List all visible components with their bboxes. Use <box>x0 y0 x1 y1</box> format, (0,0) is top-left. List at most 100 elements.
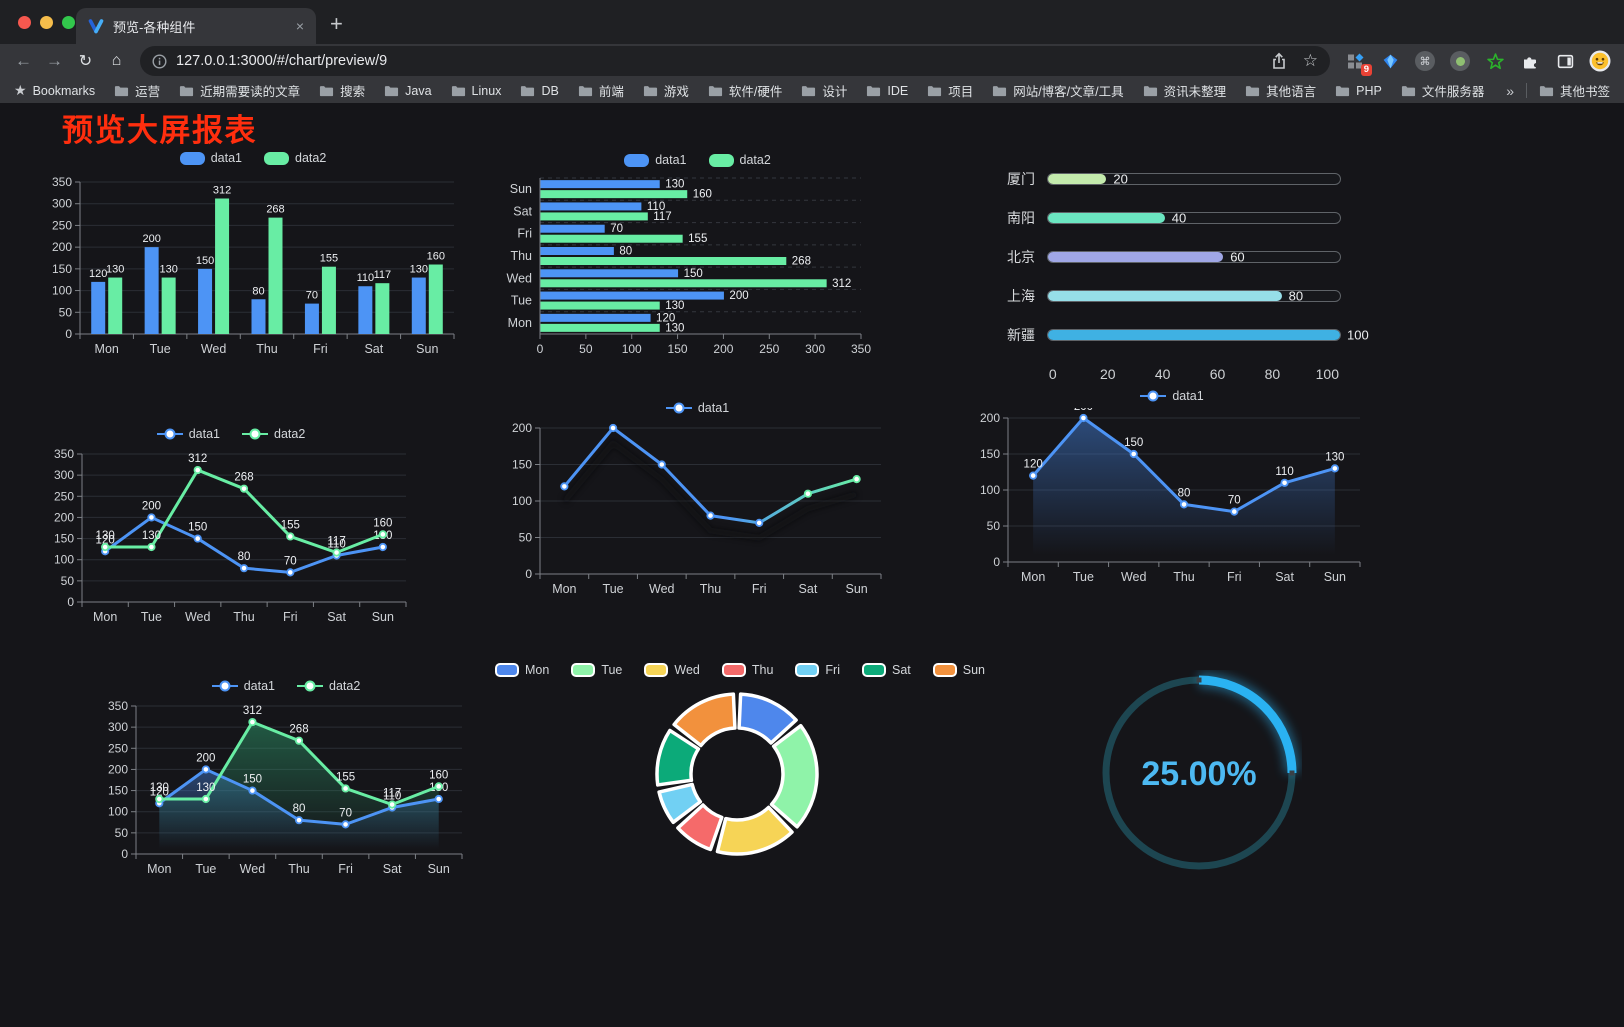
other-bookmarks-folder[interactable]: 其他书签 <box>1539 81 1610 100</box>
window-close-button[interactable] <box>18 16 31 29</box>
data-point-data1-Thu[interactable] <box>706 511 715 520</box>
legend-item-data2[interactable]: data2 <box>297 679 360 693</box>
forward-button[interactable]: → <box>46 51 63 70</box>
data-point-data2-Sun[interactable] <box>434 782 443 791</box>
chart-bar-vertical[interactable]: data1 data2 0 50 100 150 200 250 300 350 Mon Tue Wed… <box>38 148 468 366</box>
data-point-data1-Sat[interactable] <box>1280 478 1289 487</box>
data-point-data1-Sun[interactable] <box>378 542 387 552</box>
legend-item-Tue[interactable]: Tue <box>571 663 622 677</box>
data-point-data1-Sun[interactable] <box>1330 464 1339 473</box>
bar-data1-Thu[interactable] <box>251 299 266 334</box>
bar-chart-plot[interactable]: 0 50 100 150 200 250 300 350 Mon Tue Wed Thu Fri Sat S… <box>38 170 468 362</box>
profile-avatar[interactable] <box>1589 50 1611 72</box>
data-point-data2-Mon[interactable] <box>101 542 110 552</box>
data-point-data1-Tue[interactable] <box>147 513 156 522</box>
pie-slice-Wed[interactable] <box>715 805 794 856</box>
bookmark-folder[interactable]: 近期需要读的文章 <box>179 81 300 100</box>
data-point-data1-Sat[interactable] <box>803 489 813 498</box>
data-point-data1-Wed[interactable] <box>248 786 257 795</box>
bookmark-folder[interactable]: 运营 <box>114 81 160 100</box>
bookmark-folder[interactable]: 文件服务器 <box>1401 81 1484 100</box>
legend-item-Sun[interactable]: Sun <box>932 663 985 677</box>
progress-row-北京[interactable]: 北京 60 <box>995 237 1367 276</box>
bookmark-star-icon[interactable]: ☆ <box>1302 51 1318 70</box>
bar-data1-Wed[interactable] <box>198 268 213 334</box>
chart-area-two-series[interactable]: data1 data2 0 50 100 150 200 250 300 350 Mon Tue Wed… <box>100 676 472 890</box>
tab-close-icon[interactable]: × <box>295 18 304 34</box>
bar-data2-Fri[interactable] <box>540 234 683 243</box>
bar-data1-Thu[interactable] <box>540 247 614 255</box>
line-chart-plot[interactable]: 0 50 100 150 200 Mon Tue Wed Thu Fri Sat Sun 120 200 1… <box>972 401 1372 596</box>
site-info-icon[interactable] <box>152 53 167 69</box>
data-point-data1-Thu[interactable] <box>239 564 249 573</box>
bar-data1-Fri[interactable] <box>540 224 605 233</box>
bar-data2-Fri[interactable] <box>321 266 336 334</box>
bookmark-folder[interactable]: 游戏 <box>643 81 689 100</box>
bar-data2-Sat[interactable] <box>375 283 390 334</box>
line-chart-plot[interactable]: 0 50 100 150 200 250 300 350 Mon Tue Wed Thu Fri Sat S… <box>100 698 472 886</box>
bookmark-folder[interactable]: 资讯未整理 <box>1143 81 1226 100</box>
bar-data1-Tue[interactable] <box>540 291 724 300</box>
progress-row-新疆[interactable]: 新疆 100 <box>995 315 1369 354</box>
data-point-data2-Sat[interactable] <box>388 800 397 809</box>
line-chart-plot[interactable]: 0 50 100 150 200 250 300 350 Mon Tue Wed Thu Fri Sat S… <box>46 446 416 634</box>
data-point-data2-Fri[interactable] <box>286 532 295 541</box>
chart-donut[interactable]: Mon Tue Wed Thu Fri Sat Sun <box>494 660 985 882</box>
data-point-data1-Fri[interactable] <box>341 820 350 829</box>
data-point-data1-Fri[interactable] <box>755 518 764 528</box>
bar-data2-Tue[interactable] <box>161 277 176 334</box>
extension-gem-icon[interactable] <box>1379 50 1401 72</box>
data-point-data1-Sun[interactable] <box>852 474 861 484</box>
data-point-data1-Mon[interactable] <box>560 482 569 491</box>
bar-data2-Sat[interactable] <box>540 212 648 221</box>
data-point-data1-Tue[interactable] <box>201 765 210 774</box>
extensions-puzzle-icon[interactable] <box>1519 50 1541 72</box>
legend-item-Sat[interactable]: Sat <box>862 663 911 677</box>
donut-plot[interactable] <box>545 682 935 872</box>
data-point-data2-Tue[interactable] <box>147 542 156 552</box>
data-point-data1-Tue[interactable] <box>608 423 618 433</box>
data-point-data1-Tue[interactable] <box>1079 413 1088 423</box>
reload-button[interactable]: ↻ <box>78 53 93 70</box>
progress-row-南阳[interactable]: 南阳 40 <box>995 198 1367 237</box>
pie-slice-Thu[interactable] <box>676 803 724 852</box>
legend-item-data2[interactable]: data2 <box>708 153 771 167</box>
bar-data2-Thu[interactable] <box>540 257 787 265</box>
legend-item-data1[interactable]: data1 <box>624 153 687 167</box>
url-text[interactable]: 127.0.0.1:3000/#/chart/preview/9 <box>176 53 388 69</box>
bookmark-folder[interactable]: IDE <box>866 81 908 100</box>
line-chart-plot[interactable]: 0 50 100 150 200 Mon Tue Wed Thu Fri Sat Sun <box>500 420 895 608</box>
data-point-data2-Mon[interactable] <box>155 794 164 804</box>
bookmark-folder[interactable]: 网站/博客/文章/工具 <box>992 81 1124 100</box>
bar-data1-Mon[interactable] <box>91 281 106 334</box>
data-point-data1-Fri[interactable] <box>286 568 295 577</box>
chart-line-gradient[interactable]: data1 0 50 100 150 200 Mon Tue Wed Thu Fri Sat Sun <box>500 398 895 612</box>
bar-data2-Thu[interactable] <box>268 217 283 334</box>
progress-row-厦门[interactable]: 厦门 20 <box>995 159 1367 198</box>
bookmark-folder[interactable]: Linux <box>451 81 501 100</box>
side-panel-icon[interactable] <box>1554 50 1576 72</box>
legend-item-data2[interactable]: data2 <box>264 151 326 165</box>
chart-area-single[interactable]: data1 0 50 100 150 200 Mon Tue Wed Thu Fri Sat Sun 12… <box>972 386 1372 600</box>
bookmark-folder[interactable]: 其他语言 <box>1245 81 1316 100</box>
legend-item-data1[interactable]: data1 <box>211 679 275 693</box>
back-button[interactable]: ← <box>15 51 32 70</box>
pie-slice-Sun[interactable] <box>672 692 737 748</box>
legend-item-Mon[interactable]: Mon <box>494 663 549 677</box>
data-point-data2-Tue[interactable] <box>201 794 210 804</box>
bar-data1-Mon[interactable] <box>540 313 651 322</box>
legend-item-data1[interactable]: data1 <box>179 151 242 165</box>
legend-item-Thu[interactable]: Thu <box>721 663 773 677</box>
extension-grid-icon[interactable]: 9 <box>1344 50 1372 76</box>
extension-record-icon[interactable] <box>1449 50 1471 72</box>
legend-item-data1[interactable]: data1 <box>156 427 220 441</box>
bar-data1-Sun[interactable] <box>411 277 426 334</box>
address-bar[interactable]: 127.0.0.1:3000/#/chart/preview/9 ☆ <box>140 46 1330 76</box>
legend-item-data1[interactable]: data1 <box>1140 389 1204 403</box>
bar-data1-Sat[interactable] <box>540 202 642 211</box>
bar-data1-Wed[interactable] <box>540 269 679 278</box>
extension-command-icon[interactable]: ⌘ <box>1414 50 1436 72</box>
new-tab-button[interactable]: + <box>330 11 343 36</box>
bar-data2-Mon[interactable] <box>540 323 660 332</box>
gauge-plot[interactable]: 25.00% <box>1096 670 1302 876</box>
